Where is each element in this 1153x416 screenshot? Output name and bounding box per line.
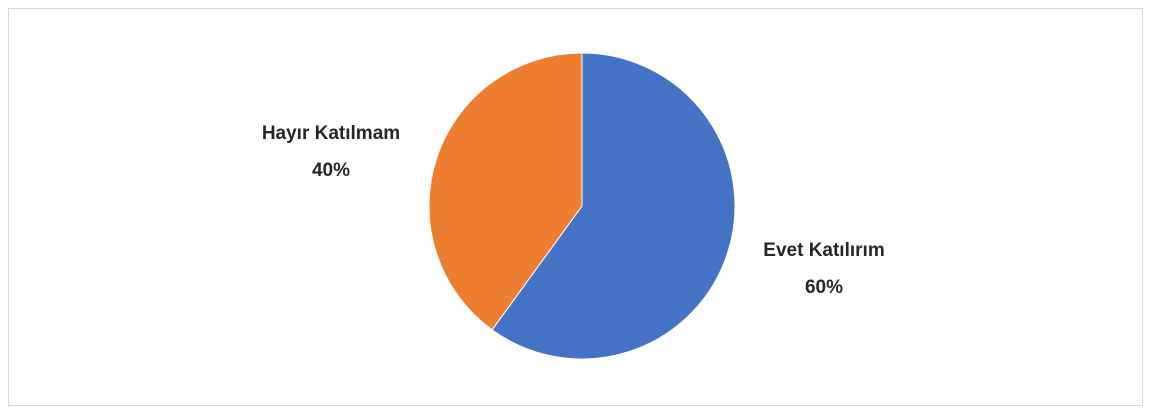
slice-label-evet: Evet Katılırım bbox=[763, 240, 884, 261]
slice-value-hayir: 40% bbox=[312, 160, 350, 181]
pie-chart: Evet Katılırım 60% Hayır Katılmam 40% bbox=[262, 52, 885, 360]
slice-value-evet: 60% bbox=[805, 277, 843, 298]
pie-slice-1 bbox=[428, 52, 583, 331]
slice-label-hayir: Hayır Katılmam bbox=[262, 123, 400, 144]
pie-slice-0 bbox=[491, 52, 736, 360]
chart-frame: Evet Katılırım 60% Hayır Katılmam 40% bbox=[8, 8, 1143, 406]
pie-slices bbox=[428, 52, 736, 360]
